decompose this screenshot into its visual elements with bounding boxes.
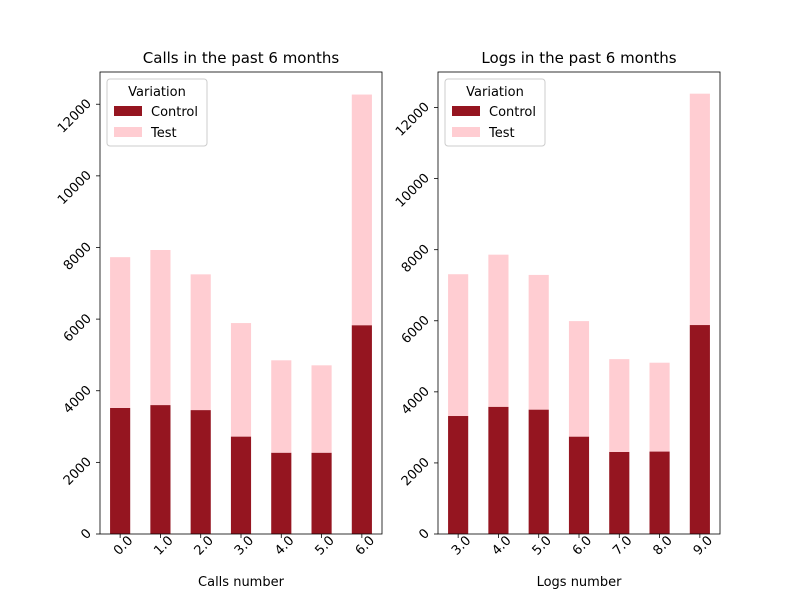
bar-control-4.0 [488,406,509,534]
legend-label-test: Test [488,126,515,141]
bar-control-3.0 [230,436,252,534]
y-tick-label: 4000 [61,383,95,417]
x-tick-label: 6.0 [570,533,595,558]
y-tick-label: 8000 [399,242,433,276]
legend-swatch-test [452,127,480,137]
legend-label-test: Test [150,126,177,141]
bar-control-6.0 [568,436,590,534]
y-tick-label: 2000 [399,455,433,489]
legend: Variation Control Test [106,78,208,147]
bar-test-0.0 [110,257,131,408]
x-tick-label: 7.0 [610,533,635,558]
y-tick-label: 8000 [61,240,95,274]
x-axis-label: Logs number [537,575,623,590]
x-tick-label: 3.0 [449,533,474,558]
bar-test-6.0 [351,94,372,326]
chart-panel-1: 0.0 1.0 2.0 3.0 4.0 5.0 6.0 0 2000 4000 6000 8000 10… [55,49,383,590]
x-tick-label: 4.0 [489,533,514,558]
legend-title: Variation [128,85,186,100]
legend-label-control: Control [151,105,198,120]
bar-control-1.0 [150,405,171,534]
legend-swatch-control [114,106,142,116]
x-tick-label: 1.0 [151,533,176,558]
legend-swatch-test [114,127,142,137]
y-tick-label: 12000 [393,100,433,140]
y-tick-label: 0 [78,526,94,542]
chart-title: Logs in the past 6 months [481,49,676,67]
bar-test-2.0 [190,274,211,411]
legend-swatch-control [452,106,480,116]
bar-control-3.0 [448,416,469,534]
bar-test-3.0 [448,274,469,417]
bar-control-5.0 [528,409,549,534]
x-tick-label: 5.0 [530,533,555,558]
bar-test-1.0 [150,250,171,406]
y-tick-label: 0 [416,526,432,542]
x-tick-label: 8.0 [650,533,675,558]
x-tick-label: 5.0 [312,533,337,558]
y-tick-label: 10000 [55,168,95,208]
y-tick-label: 12000 [55,96,95,136]
bar-control-5.0 [311,452,332,534]
bar-control-2.0 [190,410,211,534]
x-axis-label: Calls number [198,575,285,590]
bar-control-0.0 [110,407,131,534]
bar-control-4.0 [271,452,292,534]
x-tick-label: 3.0 [232,533,257,558]
x-tick-label: 4.0 [272,533,297,558]
bar-test-3.0 [230,323,252,437]
bar-control-8.0 [649,451,670,534]
bar-test-8.0 [649,362,670,452]
bar-test-6.0 [568,321,590,437]
bar-test-5.0 [528,274,549,410]
y-tick-label: 4000 [399,384,433,418]
chart-title: Calls in the past 6 months [143,49,340,67]
y-tick-label: 10000 [393,171,433,211]
legend-title: Variation [466,85,524,100]
y-tick-label: 2000 [61,455,95,489]
x-tick-label: 6.0 [353,533,378,558]
legend-label-control: Control [489,105,536,120]
bar-test-4.0 [488,254,509,407]
x-tick-label: 0.0 [111,533,136,558]
bar-control-7.0 [609,451,630,534]
bar-test-7.0 [609,359,630,452]
bar-control-9.0 [689,325,710,534]
y-tick-label: 6000 [61,311,95,345]
legend: Variation Control Test [444,78,546,147]
bar-test-5.0 [311,365,332,453]
bar-control-6.0 [351,325,372,534]
x-tick-label: 9.0 [691,533,716,558]
y-tick-label: 6000 [399,313,433,347]
bar-test-9.0 [689,93,710,326]
chart-panel-2: 3.0 4.0 5.0 6.0 7.0 8.0 9.0 0 2000 4000 6000 8000 10… [393,49,721,590]
x-tick-label: 2.0 [192,533,217,558]
bar-test-4.0 [271,360,292,453]
